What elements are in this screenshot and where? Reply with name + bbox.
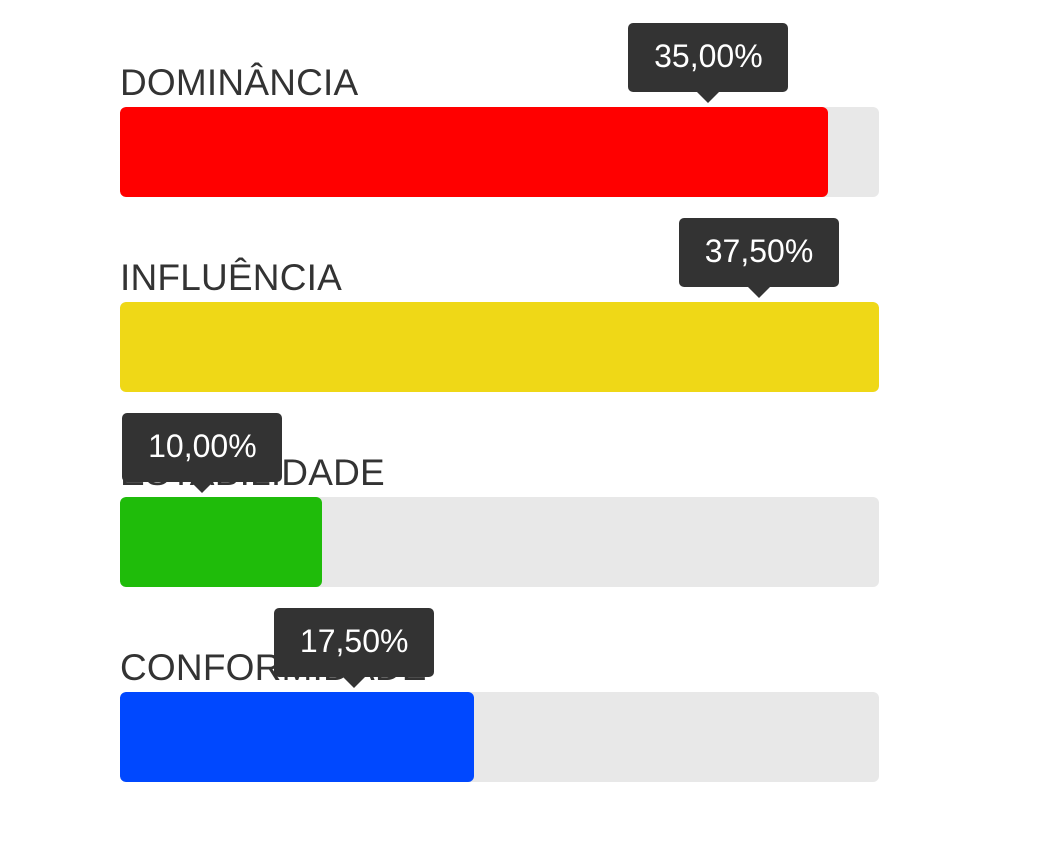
value-label: 17,50% — [299, 623, 409, 659]
bar-track — [120, 107, 879, 197]
value-tooltip: 10,00% — [122, 413, 283, 493]
value-label: 35,00% — [654, 38, 763, 74]
metric-conformidade: CONFORMIDADE 17,50% — [120, 608, 879, 782]
tooltip-arrow — [343, 677, 366, 688]
tooltip-arrow — [748, 287, 770, 298]
bar-track — [120, 497, 879, 587]
value-label: 37,50% — [704, 233, 814, 269]
value-tooltip: 37,50% — [679, 218, 839, 298]
bar-fill-estabilidade — [120, 497, 323, 587]
bar-track — [120, 692, 879, 782]
tooltip-arrow — [697, 92, 720, 103]
metric-label: DOMINÂNCIA — [120, 62, 359, 103]
metric-influencia: INFLUÊNCIA 37,50% — [120, 218, 879, 392]
bar-fill-dominancia — [120, 107, 829, 197]
value-tooltip: 17,50% — [274, 608, 435, 688]
value-label: 10,00% — [148, 428, 257, 464]
metric-dominancia: DOMINÂNCIA 35,00% — [120, 23, 879, 197]
metric-label: INFLUÊNCIA — [120, 257, 342, 298]
bar-track — [120, 302, 879, 392]
bar-fill-conformidade — [120, 692, 475, 782]
tooltip-arrow — [191, 482, 214, 493]
metric-estabilidade: ESTABILIDADE 10,00% — [120, 413, 879, 587]
bar-fill-influencia — [120, 302, 879, 392]
value-tooltip: 35,00% — [628, 23, 789, 103]
